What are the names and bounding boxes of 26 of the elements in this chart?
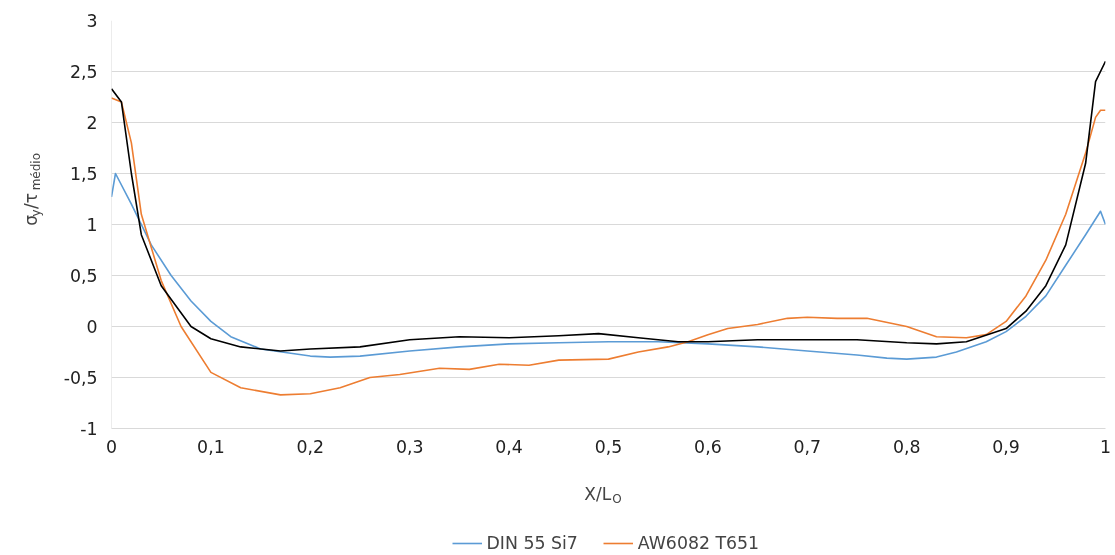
x-tick-label: 0,4 xyxy=(495,436,523,457)
y-tick-label: 1 xyxy=(86,215,98,235)
y-tick-label: 0,5 xyxy=(69,266,98,286)
y-tick-label: 2 xyxy=(86,113,98,133)
x-tick-label: 0,9 xyxy=(992,436,1020,457)
y-tick-label: -0,5 xyxy=(63,368,98,388)
y-tick-label: 1,5 xyxy=(69,164,98,184)
y-tick-label: 2,5 xyxy=(69,62,98,82)
x-tick-label: 0,6 xyxy=(694,436,722,457)
y-tick-label: 3 xyxy=(86,11,98,31)
legend-label: AW6082 T651 xyxy=(637,533,760,553)
x-tick-label: 1 xyxy=(1099,436,1112,457)
x-tick-label: 0,3 xyxy=(395,436,424,457)
x-tick-label: 0,1 xyxy=(197,436,225,457)
line-series xyxy=(111,60,1106,352)
y-tick-label: 0 xyxy=(86,317,98,337)
line-series xyxy=(111,97,1106,396)
line-series xyxy=(111,172,1106,360)
x-tick-label: 0,7 xyxy=(793,436,822,457)
x-tick-label: 0 xyxy=(105,436,118,457)
x-tick-label: 0,8 xyxy=(892,436,921,457)
x-tick-label: 0,5 xyxy=(594,436,623,457)
x-tick-label: 0,2 xyxy=(296,436,325,457)
y-axis-title: σy/τmédio xyxy=(20,152,43,226)
y-tick-label: -1 xyxy=(80,419,98,439)
legend-label: DIN 55 Si7 xyxy=(486,533,578,553)
